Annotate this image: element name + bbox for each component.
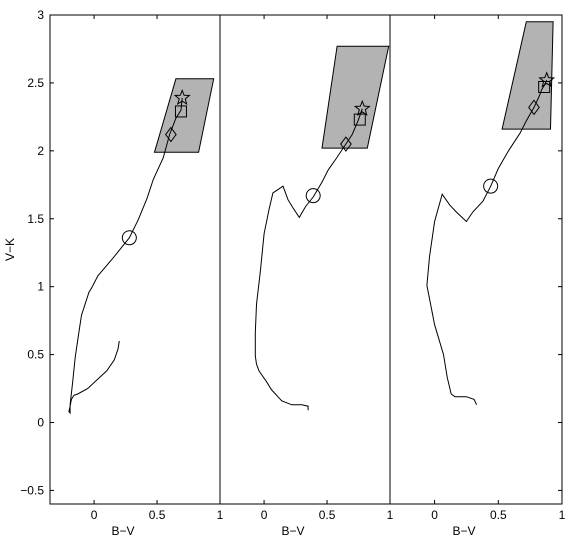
star-marker-panel-2 [353,99,371,116]
circle-marker-panel-1 [121,230,137,246]
y-tick-label: 2.5 [27,76,44,90]
y-tick-label: −0.5 [20,483,44,497]
x-tick-label-panel-2: 1 [387,508,394,522]
x-axis-label-panel-3: B−V [452,524,475,538]
shaded-region-panel-3 [501,21,554,130]
y-tick-label: 0 [37,416,44,430]
x-tick-label-panel-1: 1 [217,508,224,522]
y-tick-label: 0.5 [27,348,44,362]
track-line-panel-2 [254,108,363,411]
x-tick-label-panel-1: 0.5 [149,508,166,522]
track-line-panel-1 [68,97,183,415]
diamond-marker-panel-2 [340,136,352,152]
x-tick-label-panel-3: 0 [431,508,438,522]
x-tick-label-panel-1: 0 [91,508,98,522]
panel-frame-3 [389,14,563,505]
x-tick-label-panel-3: 1 [559,508,566,522]
x-tick-label-panel-2: 0.5 [319,508,336,522]
square-marker-panel-1 [174,105,187,118]
circle-marker-panel-3 [483,178,499,194]
diamond-marker-panel-1 [165,126,177,143]
y-tick-label: 1.5 [27,212,44,226]
x-tick-label-panel-2: 0 [261,508,268,522]
y-tick-label: 1 [37,280,44,294]
shaded-region-panel-1 [153,78,215,153]
x-axis-label-panel-1: B−V [111,524,134,538]
circle-marker-panel-2 [305,188,321,204]
star-marker-panel-1 [173,89,191,106]
y-tick-label: 2 [37,144,44,158]
diamond-marker-panel-3 [528,99,540,116]
square-marker-panel-3 [538,80,551,93]
shaded-region-panel-2 [321,45,390,149]
y-tick-label: 3 [37,8,44,22]
y-axis-label: V−K [3,238,17,261]
x-axis-label-panel-2: B−V [281,524,304,538]
star-marker-panel-3 [538,71,556,88]
track-line-panel-3 [426,79,548,406]
x-tick-label-panel-3: 0.5 [490,508,507,522]
